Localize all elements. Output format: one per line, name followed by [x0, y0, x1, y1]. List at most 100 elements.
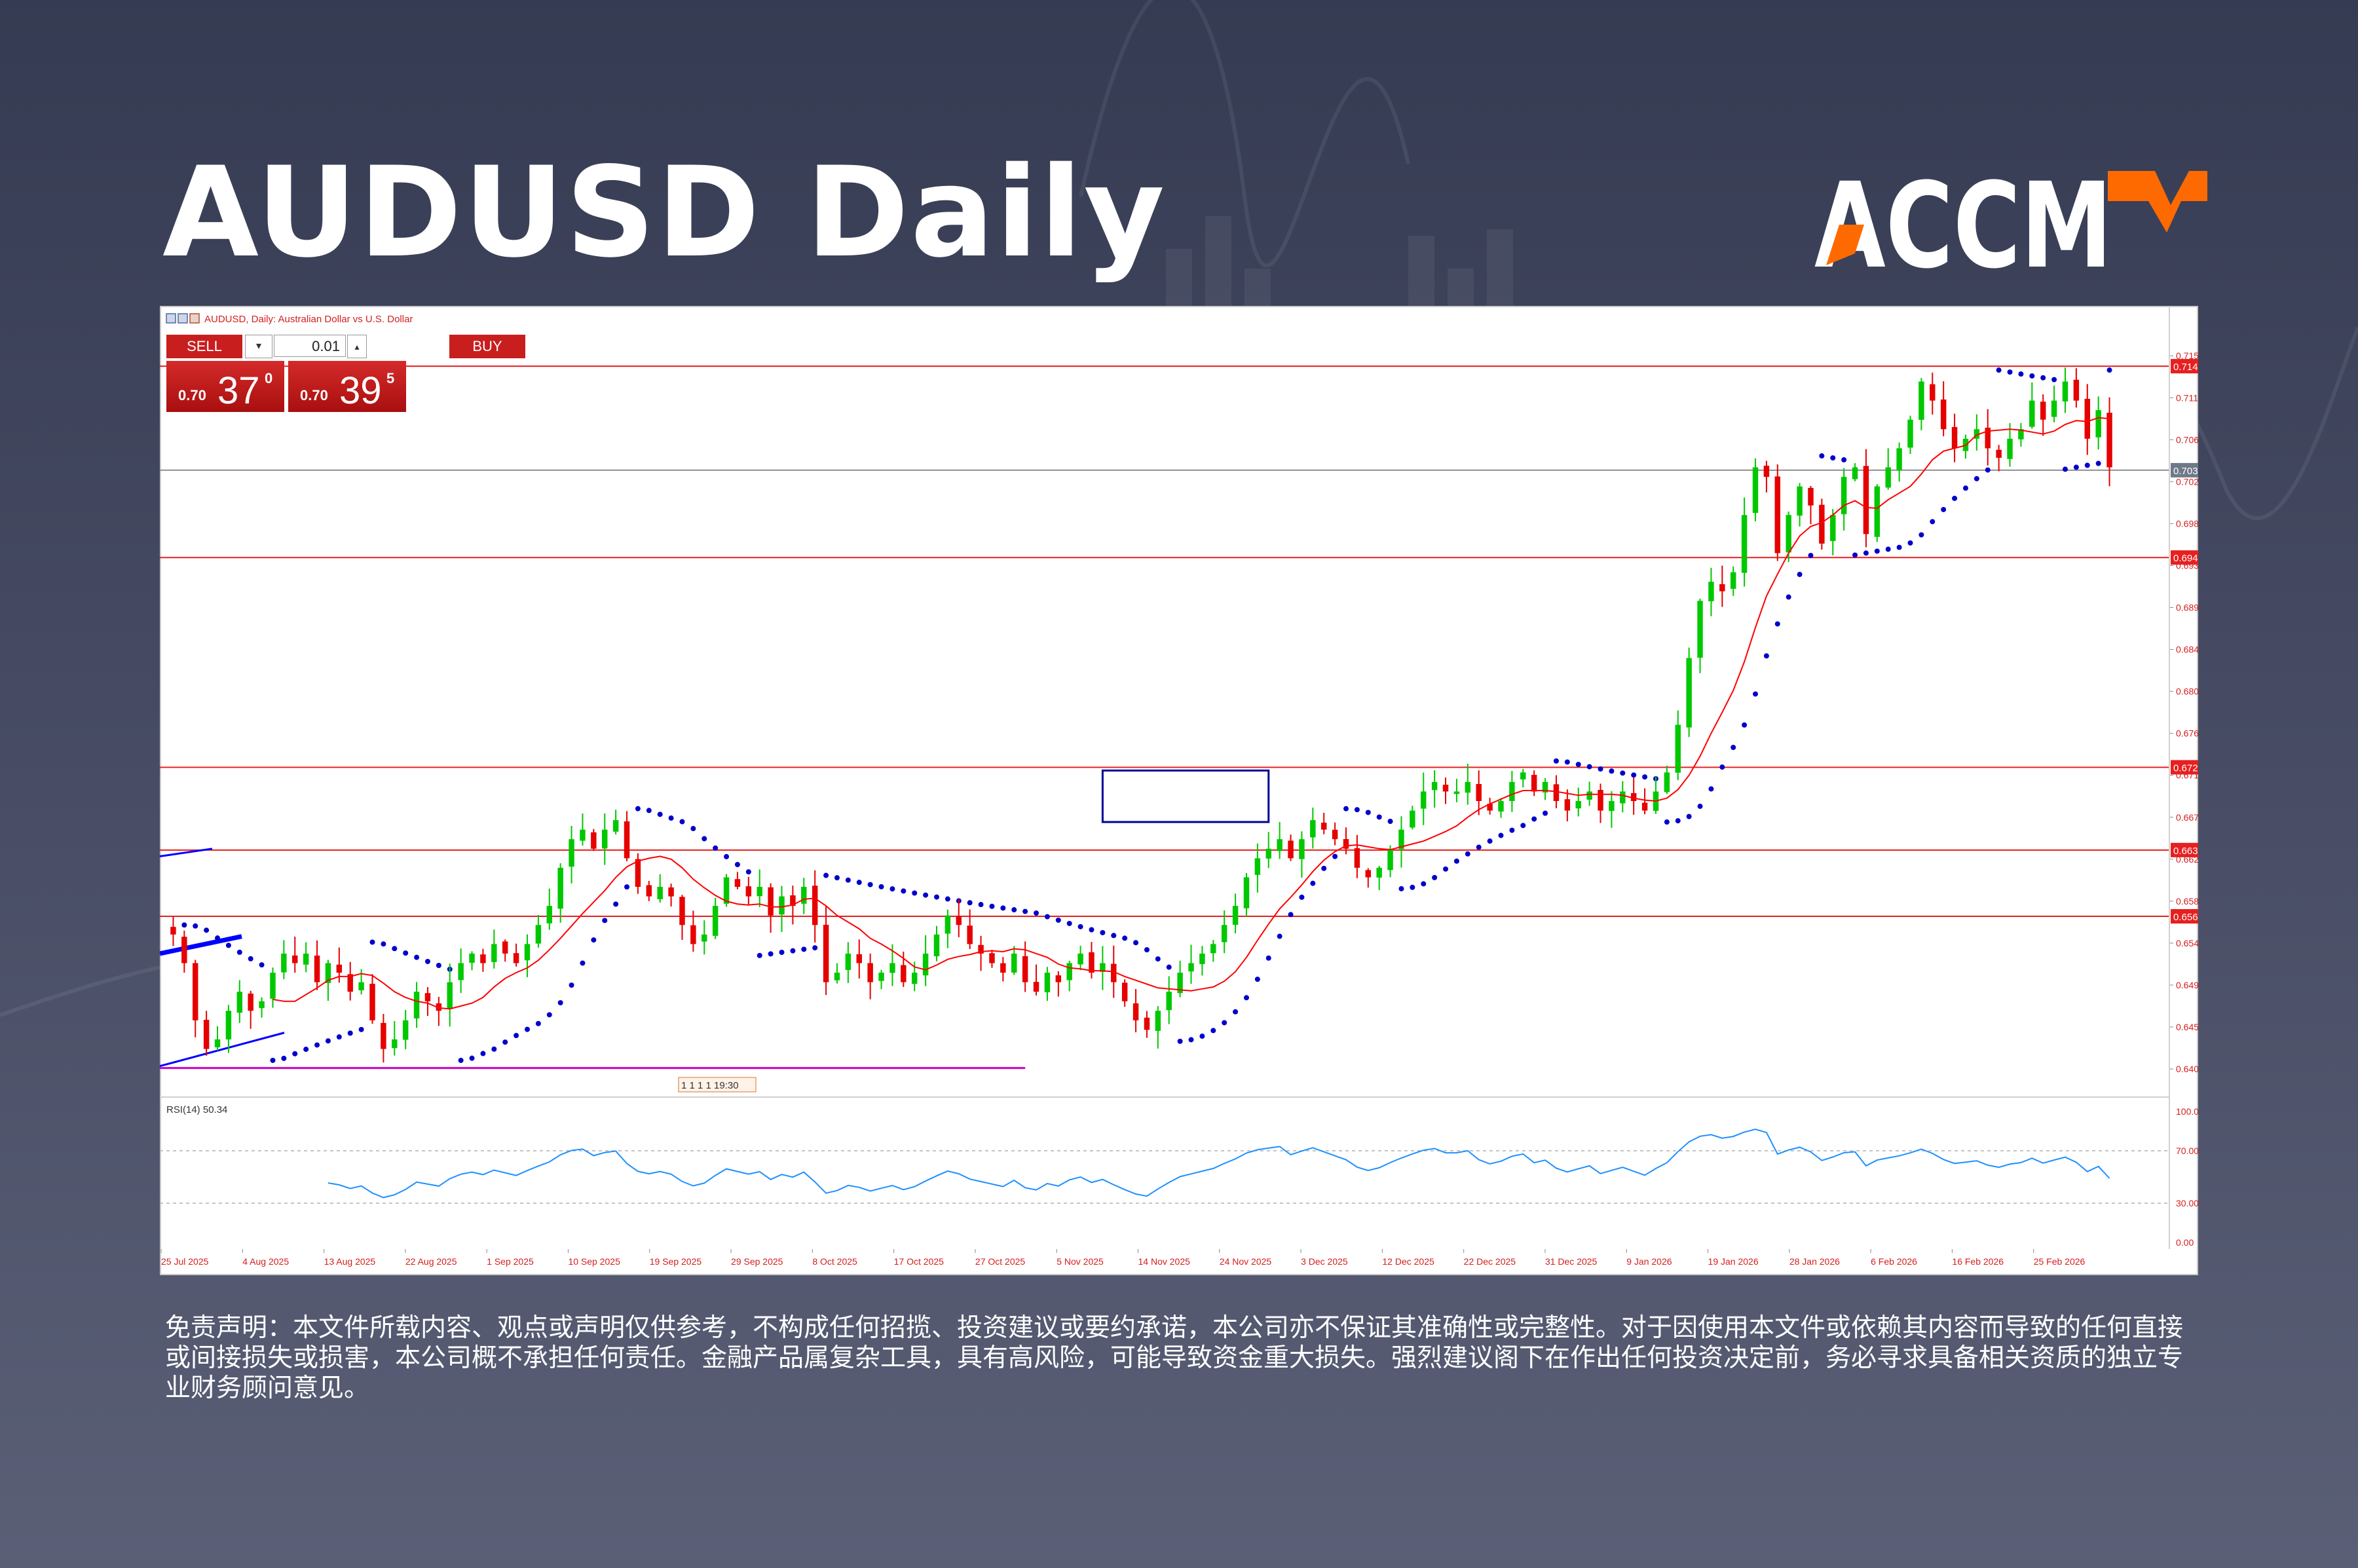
lot-size-input[interactable]: 0.01	[274, 335, 346, 357]
candle	[214, 1026, 221, 1051]
time-tick-label: 16 Feb 2026	[1952, 1256, 2004, 1267]
candle-body	[1465, 781, 1471, 793]
lot-stepper-icon[interactable]: ▴	[347, 335, 367, 358]
candle-body	[580, 829, 586, 841]
candle-body	[2029, 400, 2035, 427]
psar-dot	[557, 999, 563, 1005]
candle	[779, 886, 785, 932]
rsi-tick-label: 0.00	[2176, 1237, 2194, 1248]
psar-dot	[1066, 920, 1072, 926]
candle-body	[1830, 515, 1836, 542]
candle-body	[2106, 413, 2112, 468]
candle	[1077, 945, 1083, 971]
price-tick-label: 0.69810	[2176, 518, 2198, 529]
candle-body	[624, 821, 630, 859]
psar-dot	[1199, 1034, 1205, 1039]
psar-dot	[369, 939, 375, 945]
buy-quote[interactable]: 0.70 39 5	[288, 361, 406, 412]
psar-dot	[646, 808, 652, 813]
candle	[922, 935, 929, 986]
psar-dot	[1432, 874, 1438, 880]
candle-body	[2095, 410, 2101, 438]
price-tick-label: 0.71570	[2176, 350, 2198, 361]
candle	[2018, 422, 2024, 447]
psar-dot	[1365, 810, 1371, 815]
candle-body	[458, 963, 464, 980]
candle-body	[591, 832, 597, 849]
candle	[303, 942, 309, 973]
candle-body	[1343, 839, 1349, 849]
candle	[1177, 960, 1183, 998]
candle	[2084, 384, 2090, 455]
candle	[2062, 367, 2068, 413]
psar-dot	[1631, 772, 1637, 778]
psar-dot	[1642, 774, 1648, 780]
candle-body	[1630, 793, 1637, 802]
candle-body	[1786, 515, 1791, 553]
candle-body	[1055, 975, 1062, 982]
candle-body	[646, 885, 652, 897]
sell-button[interactable]: SELL	[166, 335, 242, 358]
sma-line	[272, 417, 2110, 1010]
candle-body	[369, 984, 375, 1020]
candle	[447, 963, 453, 1027]
consolidation-rectangle	[1101, 769, 1270, 823]
candle-body	[1132, 1003, 1139, 1020]
psar-dot	[724, 853, 730, 859]
candle	[612, 810, 619, 835]
time-axis: 25 Jul 2025 4 Aug 2025 13 Aug 2025 22 Aug 2…	[160, 1249, 2086, 1267]
candle	[978, 935, 984, 971]
candle	[1575, 787, 1581, 817]
psar-dot	[215, 935, 221, 941]
time-marker: 1 1 1 1 19:30	[678, 1077, 757, 1092]
candle	[901, 951, 907, 987]
candle-body	[502, 941, 508, 954]
candle	[591, 829, 597, 851]
psar-dot	[2029, 373, 2035, 379]
price-tag-label: 0.67254	[2173, 762, 2198, 774]
candle-body	[1896, 448, 1902, 470]
psar-dot	[989, 903, 995, 909]
candle-body	[668, 887, 674, 897]
chart-panel[interactable]: AUDUSD, Daily: Australian Dollar vs U.S.…	[160, 306, 2198, 1275]
psar-dot	[535, 1020, 541, 1026]
price-tick-label: 0.65850	[2176, 896, 2198, 906]
psar-dot	[2018, 371, 2024, 377]
candle-body	[1288, 840, 1294, 859]
candle-body	[1265, 848, 1271, 859]
psar-dot	[1896, 544, 1902, 550]
candle-body	[413, 992, 420, 1018]
sell-quote[interactable]: 0.70 37 0	[166, 361, 284, 412]
psar-dot	[480, 1051, 486, 1056]
candle	[557, 863, 563, 923]
psar-dot	[1332, 853, 1338, 859]
brand-logo: ACCM	[1814, 167, 2207, 272]
candle	[1055, 971, 1062, 997]
price-tick-label: 0.64090	[2176, 1064, 2198, 1074]
candle-body	[1121, 982, 1128, 1001]
psar-dot	[1376, 814, 1382, 820]
psar-dot	[392, 946, 398, 952]
lot-dropdown-icon[interactable]: ▾	[245, 335, 272, 358]
psar-dot	[204, 927, 210, 933]
candle	[956, 899, 962, 937]
candle-body	[1996, 449, 2002, 458]
buy-button[interactable]: BUY	[449, 335, 525, 358]
candle	[967, 909, 973, 949]
psar-dot	[1288, 912, 1294, 918]
candle	[569, 826, 574, 884]
candle-body	[1155, 1011, 1161, 1031]
psar-dot	[1077, 924, 1083, 929]
candle-body	[823, 924, 829, 982]
candle	[225, 1005, 232, 1053]
psar-dot	[1742, 722, 1748, 728]
candle	[1100, 946, 1106, 990]
price-tick-label: 0.64530	[2176, 1022, 2198, 1032]
candle	[2106, 397, 2112, 487]
candlestick-chart[interactable]: AUDUSD, Daily: Australian Dollar vs U.S.…	[160, 306, 2198, 1275]
candle-body	[1863, 466, 1869, 534]
price-tag	[2171, 760, 2198, 775]
candle-body	[214, 1039, 221, 1048]
price-tick-label: 0.68050	[2176, 686, 2198, 697]
candle	[1033, 964, 1039, 996]
